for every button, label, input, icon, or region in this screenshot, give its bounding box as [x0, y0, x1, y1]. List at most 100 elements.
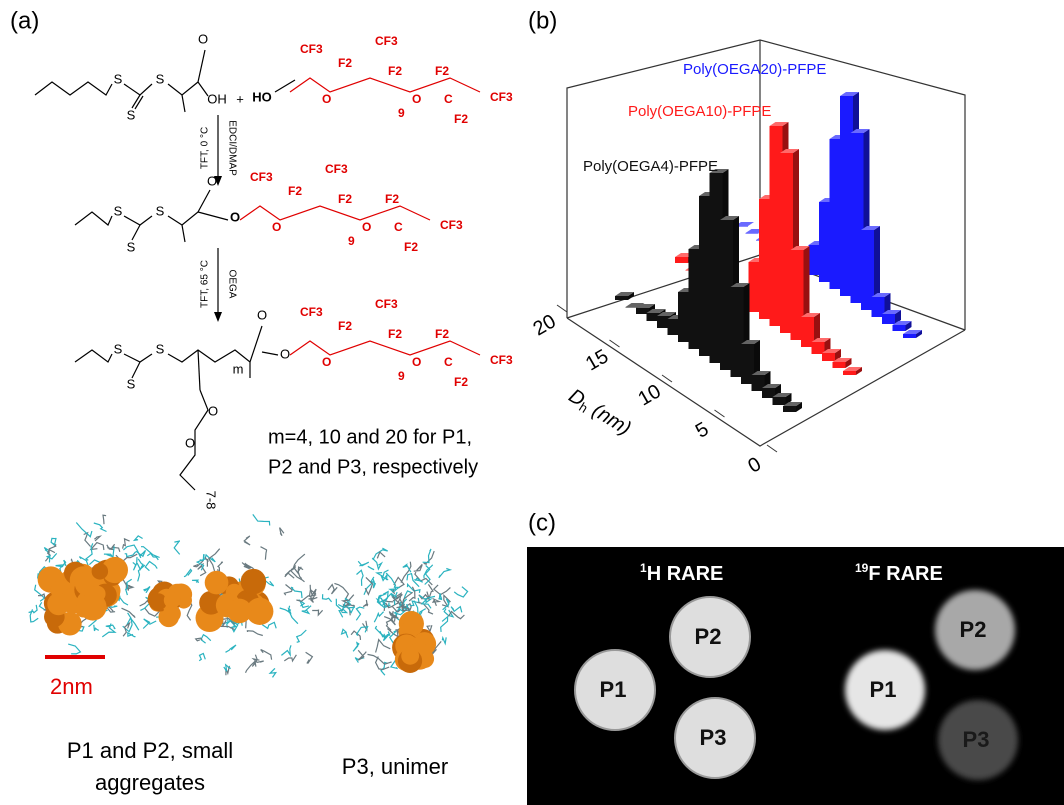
- bar-face: [833, 362, 846, 368]
- polymer-strand: [336, 599, 342, 618]
- fluoro-label: F2: [404, 240, 418, 254]
- atom-label: OH: [207, 91, 227, 106]
- scale-bar-label: 2nm: [50, 674, 93, 699]
- polymer-strand: [103, 515, 106, 524]
- axis-label-part: (nm): [588, 400, 635, 440]
- polymer-strand: [448, 612, 464, 619]
- polymer-strand: [356, 607, 364, 620]
- mri-title: 19F RARE: [855, 561, 943, 585]
- mri-title: 1H RARE: [640, 561, 723, 585]
- sample-label: P1: [870, 677, 897, 702]
- fluoro-label: 9: [348, 234, 355, 248]
- atom-label: S: [127, 107, 136, 122]
- atom-label: +: [236, 91, 244, 106]
- reagent: EDCI/DMAP: [226, 120, 237, 176]
- condition: TFT, 65 °C: [200, 260, 211, 308]
- atom-label: 7-8: [204, 491, 219, 510]
- panel-label: (b): [528, 7, 557, 34]
- panel-label: (c): [528, 509, 556, 536]
- fluoro-chain: [290, 78, 480, 92]
- polymer-strand: [94, 523, 107, 532]
- polymer-strand: [291, 587, 302, 598]
- polymer-strand: [433, 599, 440, 606]
- atom-label: S: [156, 341, 165, 356]
- mri-title-part: F RARE: [868, 563, 942, 585]
- polymer-strand: [297, 630, 307, 642]
- polymer-strand: [306, 652, 313, 663]
- polymer-strand: [342, 629, 348, 637]
- polymer-strand: [288, 606, 291, 614]
- fluoro-label: CF3: [440, 218, 463, 232]
- polymer-strand: [123, 545, 140, 558]
- polymer-strand: [247, 631, 262, 636]
- bar-face: [675, 257, 688, 263]
- polymer-strand: [226, 645, 237, 652]
- polymer-strand: [49, 543, 56, 554]
- polymer-strand: [280, 528, 284, 536]
- polymer-strand: [174, 541, 180, 554]
- fluoro-core: [164, 592, 181, 609]
- polymer-strand: [205, 557, 208, 566]
- polymer-strand: [246, 661, 256, 673]
- polymer-strand: [353, 643, 359, 652]
- polymer-strand: [128, 633, 136, 637]
- polymer-strand: [441, 617, 448, 632]
- atom-label: O: [185, 435, 195, 450]
- caption: P1 and P2, small: [67, 738, 233, 763]
- polymer-strand: [51, 538, 56, 545]
- fluoro-label: O: [362, 220, 371, 234]
- x-tick: [610, 340, 620, 347]
- sample-label: P3: [963, 727, 990, 752]
- polymer-strand: [143, 587, 150, 593]
- fluoro-label: C: [394, 220, 403, 234]
- polymer-strand: [199, 654, 205, 661]
- polymer-strand: [368, 654, 392, 664]
- polymer-strand: [372, 578, 375, 588]
- polymer-strand: [390, 586, 398, 592]
- fluoro-core: [241, 569, 267, 595]
- fluoro-label: F2: [454, 112, 468, 126]
- polymer-strand: [29, 605, 37, 613]
- bar: [903, 330, 922, 338]
- fluoro-core: [227, 599, 252, 624]
- mri-title-part: H RARE: [647, 563, 724, 585]
- fluoro-label: C: [444, 355, 453, 369]
- bar-face: [746, 233, 759, 234]
- atom-label: O: [280, 346, 290, 361]
- atom-label: S: [156, 71, 165, 86]
- bar-face: [893, 325, 906, 331]
- note: m=4, 10 and 20 for P1,: [268, 426, 472, 448]
- polymer-strand: [244, 536, 250, 545]
- fluoro-label: CF3: [375, 34, 398, 48]
- fluoro-label: F2: [288, 184, 302, 198]
- polymer-strand: [143, 619, 156, 629]
- polymer-strand: [351, 631, 360, 640]
- polymer-strand: [201, 635, 211, 643]
- sample-label: P2: [695, 624, 722, 649]
- fluoro-label: F2: [435, 64, 449, 78]
- reagent: OEGA: [226, 270, 237, 299]
- bar-face: [822, 353, 835, 361]
- polymer-strand: [123, 613, 132, 632]
- polymer-strand: [454, 587, 467, 597]
- polymer-strand: [323, 594, 332, 602]
- fluoro-core: [92, 563, 108, 579]
- polymer-strand: [374, 612, 383, 623]
- atom-label: S: [114, 203, 123, 218]
- panel-label: (a): [10, 7, 39, 34]
- bar: [843, 367, 862, 375]
- polymer-strand: [386, 573, 400, 587]
- bonds: [35, 50, 295, 490]
- polymer-strand: [261, 650, 272, 660]
- fluoro-core: [205, 571, 229, 595]
- polymer-strand: [30, 609, 38, 622]
- polymer-strand: [442, 637, 446, 643]
- fluoro-label: CF3: [300, 42, 323, 56]
- polymer-strand: [358, 561, 369, 566]
- bar-face: [626, 307, 639, 308]
- caption: P3, unimer: [342, 754, 448, 779]
- fluoro-label: F2: [435, 327, 449, 341]
- x-tick: [767, 445, 777, 452]
- fluoro-chain: [240, 206, 430, 220]
- figure-canvas: (a) (b) (c) SSSOOH+HOCF3F2OCF3F29OF2CF2C…: [0, 0, 1064, 805]
